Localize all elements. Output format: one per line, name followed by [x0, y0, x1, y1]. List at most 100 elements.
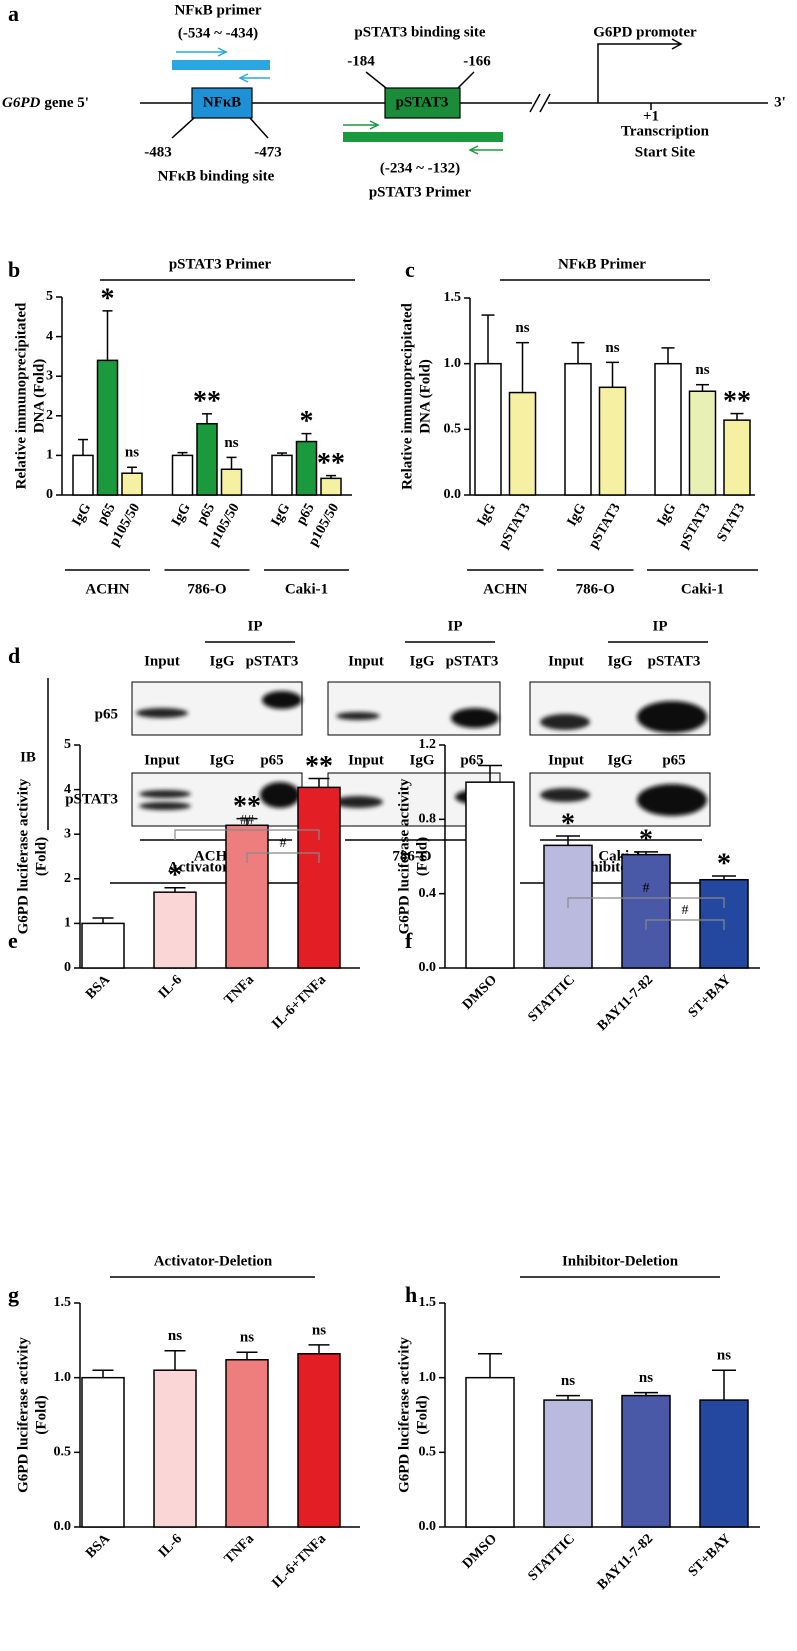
x-tick-label: BAY11-7-82 [595, 972, 656, 1033]
bar [295, 440, 318, 496]
break-mark [529, 93, 551, 113]
y-axis-label: (Fold) [414, 1395, 430, 1434]
panel-letter: a [8, 1, 19, 26]
panel-letter: h [405, 1282, 417, 1307]
gene-label: G6PD gene 5' [2, 95, 89, 111]
comparison-bracket [645, 919, 725, 930]
significance: ns [312, 1322, 326, 1338]
group-label: Caki-1 [285, 581, 328, 597]
bar [621, 1394, 671, 1528]
x-tick-label: STAT3 [715, 501, 749, 544]
y-tick-label: 0.5 [444, 422, 462, 437]
x-tick-label: TNFa [222, 1531, 257, 1566]
y-tick-label: 1.5 [419, 1295, 437, 1310]
x-tick-label: IgG [565, 501, 590, 529]
arrow-head [671, 38, 683, 50]
lane-label: Input [348, 752, 384, 768]
significance: ns [168, 1328, 182, 1344]
panel-letter: g [8, 1282, 19, 1307]
band [136, 708, 188, 718]
blot-caki: IP Input IgG pSTAT3 Input IgG p65 Caki-1 [529, 618, 711, 864]
y-tick-label: 2 [46, 408, 53, 423]
group-label: ACHN [85, 581, 129, 597]
site-lines [171, 117, 269, 139]
lane-label: Input [144, 752, 180, 768]
tss-label: Start Site [635, 144, 696, 160]
x-tick-label: DMSO [460, 1531, 500, 1571]
bar [688, 390, 717, 496]
row-label: p65 [95, 706, 118, 722]
band [540, 788, 590, 802]
bar [508, 391, 537, 496]
band [139, 802, 191, 810]
x-tick-label: BSA [83, 972, 113, 1002]
band [540, 714, 590, 730]
site-label: NFκB binding site [158, 168, 275, 184]
nfkb-box [191, 87, 253, 119]
significance: ns [605, 340, 619, 356]
significance: * [300, 406, 314, 437]
significance: * [101, 283, 115, 314]
y-tick-label: 5 [64, 737, 71, 752]
position-label: -166 [463, 53, 491, 69]
significance: ns [639, 1370, 653, 1386]
arrow-head [468, 145, 479, 155]
ip-label: IP [248, 618, 263, 634]
panel-letter: b [8, 257, 20, 282]
chart-title: Inhibitor-Deletion [562, 1253, 679, 1269]
end-label: 3' [774, 94, 786, 110]
x-tick-label: IL-6 [156, 1531, 185, 1560]
bar [564, 362, 592, 496]
site-label: pSTAT3 binding site [354, 24, 486, 40]
x-tick-label: IgG [269, 501, 294, 529]
lane-label: Input [548, 752, 584, 768]
y-axis-label: Relative immunoprecipitated [13, 302, 29, 489]
promoter-diagram: a NFκB primer (-534 ~ -434) pSTAT3 bindi… [2, 1, 786, 200]
position-label: -473 [254, 144, 282, 160]
bar [225, 1358, 269, 1528]
x-tick-label: STATTIC [526, 1531, 579, 1584]
comparison-label: # [280, 836, 287, 851]
band [637, 784, 707, 816]
bar [81, 1376, 125, 1528]
x-tick-label: pSTAT3 [586, 501, 624, 551]
y-tick-label: 5 [46, 289, 53, 304]
y-tick-label: 0 [46, 487, 53, 502]
lane-label: IgG [607, 653, 632, 669]
y-tick-label: 1.0 [419, 1370, 437, 1385]
y-tick-label: 4 [64, 782, 71, 797]
significance: ** [305, 751, 333, 782]
bar [153, 891, 197, 969]
panel-letter: e [8, 928, 18, 953]
bar [723, 419, 751, 496]
primer-range: (-234 ~ -132) [380, 160, 460, 176]
panel-letter: f [405, 928, 413, 953]
y-axis-label: DNA (Fold) [417, 359, 433, 434]
arrow-head [217, 47, 228, 57]
y-axis-label: Relative immunoprecipitated [399, 302, 415, 489]
arrow-head [369, 120, 380, 130]
x-tick-label: IL-6 [156, 972, 185, 1001]
primer-bar [172, 60, 270, 70]
lane-label: p65 [662, 752, 685, 768]
y-tick-label: 0.5 [419, 1445, 437, 1460]
band [336, 712, 380, 720]
lane-label: p65 [260, 752, 283, 768]
position-label: -483 [144, 144, 172, 160]
y-tick-label: 3 [64, 826, 71, 841]
x-tick-label: IgG [655, 501, 680, 529]
x-tick-label: TNFa [222, 972, 257, 1007]
x-tick-label: DMSO [460, 972, 500, 1012]
band [333, 796, 383, 808]
y-tick-label: 1 [64, 916, 71, 931]
site-lines [365, 71, 475, 89]
x-tick-label: p65 [294, 501, 318, 527]
panel-letter: c [405, 257, 415, 282]
x-tick-label: ST+BAY [686, 972, 734, 1020]
comparison-label: # [682, 903, 689, 918]
x-tick-label: BAY11-7-82 [595, 1531, 656, 1592]
bar [81, 922, 125, 969]
bar [320, 477, 342, 496]
y-tick-label: 0.0 [419, 1519, 437, 1534]
